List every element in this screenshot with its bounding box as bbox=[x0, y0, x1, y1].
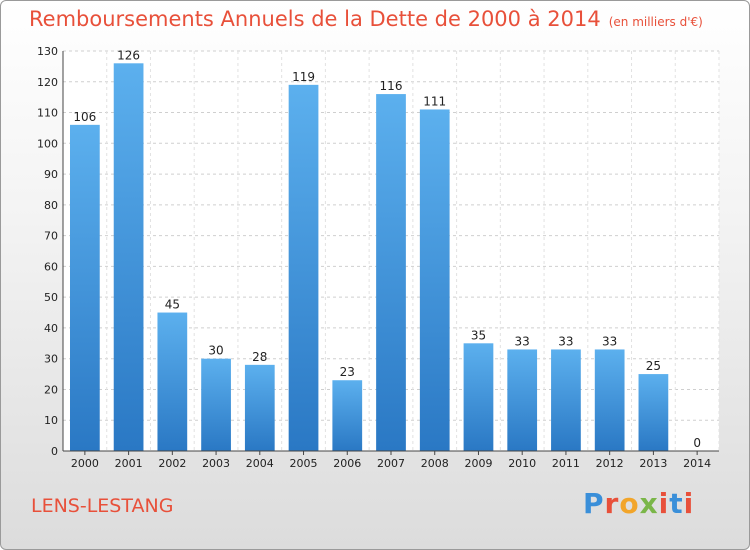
logo-letter: t bbox=[669, 487, 684, 520]
y-tick-label: 10 bbox=[44, 414, 58, 427]
bar bbox=[638, 374, 669, 451]
data-label: 126 bbox=[117, 48, 140, 62]
y-tick-label: 70 bbox=[44, 230, 58, 243]
y-tick-label: 50 bbox=[44, 291, 58, 304]
x-tick-label: 2013 bbox=[639, 457, 667, 470]
data-label: 33 bbox=[558, 334, 573, 348]
x-tick-label: 2002 bbox=[158, 457, 186, 470]
bar bbox=[551, 349, 581, 451]
y-tick-label: 90 bbox=[44, 168, 58, 181]
bar bbox=[113, 63, 144, 452]
bar bbox=[419, 109, 450, 451]
chart-unit: (en milliers d'€) bbox=[608, 15, 703, 29]
data-label: 0 bbox=[693, 436, 701, 450]
y-tick-label: 80 bbox=[44, 199, 58, 212]
bar bbox=[507, 349, 538, 451]
x-tick-label: 2004 bbox=[246, 457, 274, 470]
x-tick-label: 2006 bbox=[333, 457, 361, 470]
x-tick-label: 2005 bbox=[290, 457, 318, 470]
y-tick-label: 20 bbox=[44, 383, 58, 396]
x-tick-label: 2001 bbox=[115, 457, 143, 470]
data-label: 30 bbox=[208, 344, 223, 358]
x-tick-label: 2003 bbox=[202, 457, 230, 470]
chart-title: Remboursements Annuels de la Dette de 20… bbox=[29, 7, 703, 31]
logo-letter: x bbox=[639, 487, 659, 520]
bar bbox=[288, 84, 319, 451]
data-label: 35 bbox=[471, 328, 486, 342]
data-label: 33 bbox=[515, 334, 530, 348]
x-tick-label: 2014 bbox=[683, 457, 711, 470]
data-label: 23 bbox=[340, 365, 355, 379]
x-tick-label: 2008 bbox=[421, 457, 449, 470]
data-label: 119 bbox=[292, 70, 315, 84]
bar bbox=[201, 358, 231, 451]
bar bbox=[69, 124, 100, 451]
y-tick-label: 120 bbox=[37, 76, 58, 89]
y-tick-label: 100 bbox=[37, 137, 58, 150]
logo-letter: i bbox=[683, 487, 695, 520]
x-tick-label: 2011 bbox=[552, 457, 580, 470]
bar bbox=[594, 349, 625, 451]
x-tick-label: 2007 bbox=[377, 457, 405, 470]
proxiti-logo: Proxiti bbox=[583, 487, 694, 520]
logo-letter: r bbox=[604, 487, 620, 520]
chart-title-text: Remboursements Annuels de la Dette de 20… bbox=[29, 7, 601, 31]
bar bbox=[332, 380, 363, 451]
bar bbox=[463, 343, 494, 451]
x-tick-label: 2009 bbox=[464, 457, 492, 470]
data-label: 33 bbox=[602, 334, 617, 348]
y-tick-label: 130 bbox=[37, 45, 58, 58]
place-name: LENS-LESTANG bbox=[31, 495, 174, 517]
data-label: 28 bbox=[252, 350, 267, 364]
data-label: 45 bbox=[165, 298, 180, 312]
y-tick-label: 0 bbox=[51, 445, 58, 458]
y-tick-label: 30 bbox=[44, 353, 58, 366]
data-label: 116 bbox=[380, 79, 403, 93]
y-tick-label: 110 bbox=[37, 107, 58, 120]
logo-letter: o bbox=[619, 487, 640, 520]
logo-letter: P bbox=[583, 487, 605, 520]
bar bbox=[376, 94, 406, 452]
bar bbox=[157, 312, 188, 451]
y-tick-label: 60 bbox=[44, 260, 58, 273]
x-tick-label: 2012 bbox=[596, 457, 624, 470]
x-tick-label: 2010 bbox=[508, 457, 536, 470]
bar bbox=[244, 364, 275, 451]
data-label: 111 bbox=[423, 94, 446, 108]
data-label: 25 bbox=[646, 359, 661, 373]
x-tick-label: 2000 bbox=[71, 457, 99, 470]
logo-letter: i bbox=[658, 487, 670, 520]
data-label: 106 bbox=[73, 110, 96, 124]
y-tick-label: 40 bbox=[44, 322, 58, 335]
